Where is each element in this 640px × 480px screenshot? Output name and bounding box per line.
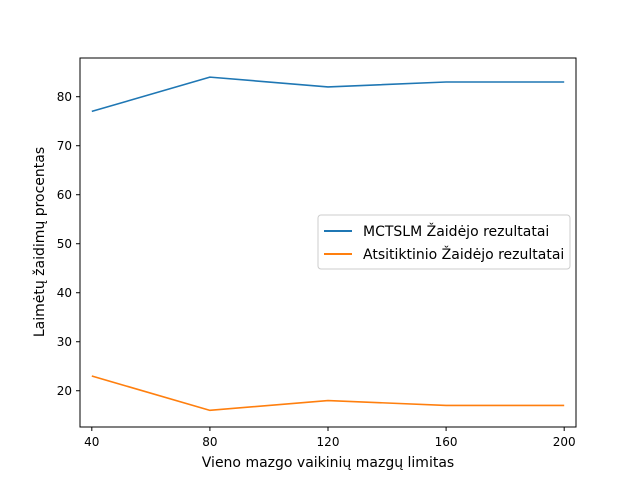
series-line-1 [91,375,565,412]
x-tick-label: 200 [553,435,576,449]
series-line-0 [91,76,565,113]
x-tick-label: 120 [317,435,340,449]
y-axis-label: Laimėtų žaidimų procentas [32,147,48,337]
legend-label-mctslm: MCTSLM Žaidėjo rezultatai [363,222,549,240]
legend-label-random: Atsitiktinio Žaidėjo rezultatai [363,245,564,263]
plot-frame [79,57,577,428]
y-tick-label: 20 [57,384,72,398]
y-axis-ticks: 20 30 40 50 60 70 80 [57,90,80,398]
x-axis-label: Vieno mazgo vaikinių mazgų limitas [202,455,454,471]
y-tick-label: 40 [57,286,72,300]
y-tick-label: 60 [57,188,72,202]
x-tick-label: 40 [84,435,99,449]
x-tick-label: 80 [202,435,217,449]
legend: MCTSLM Žaidėjo rezultatai Atsitiktinio Ž… [317,214,571,270]
y-tick-label: 30 [57,335,72,349]
legend-box [317,214,571,270]
x-tick-label: 160 [435,435,458,449]
x-axis-ticks: 40 80 120 160 200 [84,427,576,449]
y-tick-label: 50 [57,237,72,251]
series-lines [91,76,565,412]
y-tick-label: 70 [57,139,72,153]
y-tick-label: 80 [57,90,72,104]
